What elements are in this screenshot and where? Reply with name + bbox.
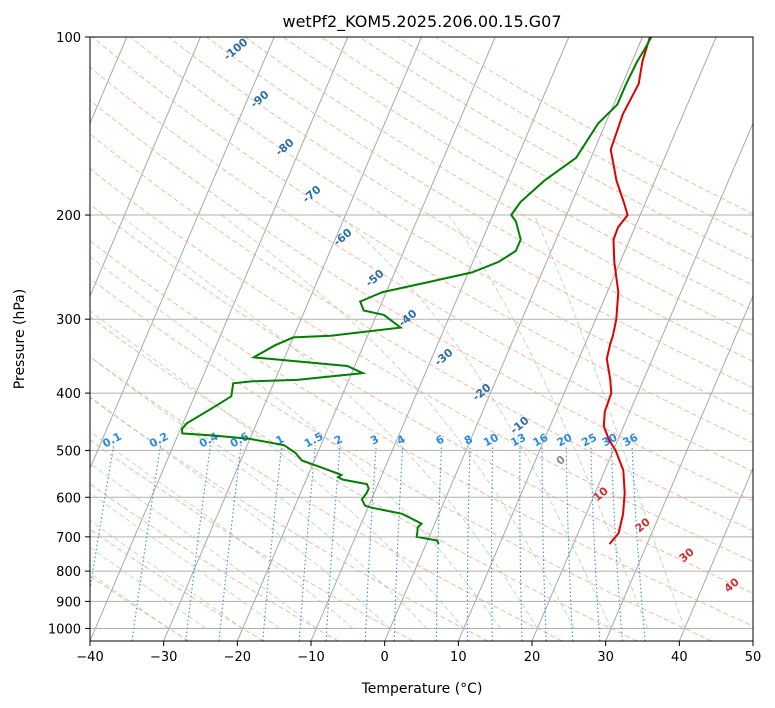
y-tick-label: 300 (56, 313, 81, 328)
y-axis: 100 200 300 400 500 600 700 800 900 1000 (48, 31, 90, 637)
isotherm-line (605, 294, 753, 641)
mixing-ratio-line (631, 445, 646, 641)
mixing-ratio-label: 20 (555, 431, 575, 450)
moist-adiabat-line (90, 462, 317, 629)
moist-adiabat-line (221, 214, 575, 629)
isotherm-line (90, 37, 349, 641)
isotherm-line (90, 37, 201, 298)
isotherm-line (531, 122, 753, 641)
moist-adiabat-line (448, 214, 649, 629)
x-tick-label: −30 (150, 650, 177, 665)
dry-adiabat-line (244, 37, 753, 336)
mixing-ratio-line (218, 445, 242, 641)
moist-adiabat-line (90, 255, 501, 629)
moist-adiabat-line (119, 214, 538, 629)
dry-adiabat-line (90, 528, 264, 641)
x-tick-label: −10 (297, 650, 324, 665)
dewpoint-profile-line (180, 37, 653, 545)
dry-adiabat-line (90, 316, 638, 641)
dry-adiabat-line (130, 37, 753, 416)
moist-adiabat-line (533, 214, 686, 629)
dry-adiabat-line (90, 240, 753, 627)
dry-adiabat-line (206, 37, 753, 362)
mixing-ratio-label: 25 (579, 431, 599, 450)
mixing-ratio-label: 36 (621, 431, 641, 450)
x-tick-label: 40 (671, 650, 688, 665)
dry-adiabat-line (90, 356, 563, 641)
moist-adiabat-line (90, 356, 428, 629)
x-tick-label: 50 (745, 650, 762, 665)
dry-adiabat-line (90, 66, 753, 472)
dry-adiabat-line (90, 203, 753, 594)
moist-adiabat-line (90, 492, 280, 629)
y-tick-label: 400 (56, 387, 81, 402)
y-tick-label: 500 (56, 444, 81, 459)
isotherm-line (752, 639, 753, 641)
moist-adiabat-line (90, 546, 207, 629)
moist-adiabat-line (90, 572, 170, 629)
mixing-ratio-label: 10 (481, 431, 501, 450)
moist-adiabat-line (338, 214, 612, 629)
y-tick-label: 700 (56, 531, 81, 546)
x-tick-label: −40 (76, 650, 103, 665)
x-tick-label: −20 (224, 650, 251, 665)
x-tick-label: 30 (597, 650, 614, 665)
dry-adiabat-line (90, 439, 414, 641)
x-axis: −40 −30 −20 −10 0 10 20 30 40 50 (76, 641, 761, 665)
y-tick-label: 100 (56, 31, 81, 46)
y-tick-label: 600 (56, 491, 81, 506)
y-tick-label: 900 (56, 595, 81, 610)
isotherm-line (163, 37, 422, 641)
temperature-profile-line (602, 37, 651, 545)
moist-adiabat-line (90, 310, 465, 629)
dry-adiabat-line (90, 168, 753, 563)
moist-adiabat-line (90, 395, 391, 629)
mixing-ratio-label: 16 (531, 431, 551, 450)
plot-frame (89, 36, 754, 642)
y-tick-label: 800 (56, 565, 81, 580)
x-axis-label: Temperature (°C) (361, 681, 483, 697)
plot-background (90, 37, 753, 641)
x-tick-label: 20 (524, 650, 541, 665)
mixing-ratio-line (90, 445, 115, 593)
dry-adiabat-line (90, 483, 339, 641)
isotherm-line (457, 37, 717, 641)
dry-adiabat-line (90, 99, 753, 502)
isotherm-line (90, 37, 275, 470)
y-tick-label: 200 (56, 209, 81, 224)
x-tick-label: 10 (450, 650, 467, 665)
isotherm-line (678, 467, 753, 641)
y-axis-label: Pressure (hPa) (12, 289, 28, 389)
dry-adiabat-line (90, 397, 488, 641)
dry-adiabat-line (168, 37, 753, 389)
y-tick-label: 1000 (48, 622, 81, 637)
isotherm-line (236, 37, 496, 641)
dry-adiabat-line (90, 133, 753, 532)
profile-series (180, 37, 653, 545)
mixing-ratio-line (131, 445, 162, 641)
moist-adiabat-line (90, 431, 354, 629)
dry-adiabat-line (90, 277, 712, 641)
mixing-ratio-label: 13 (509, 431, 529, 450)
background-lines (90, 37, 753, 641)
isotherm-line (384, 37, 643, 641)
mixing-ratio-line (185, 445, 211, 641)
chart-title: wetPf2_KOM5.2025.206.00.15.G07 (282, 12, 561, 32)
mixing-ratio-line (262, 445, 283, 641)
x-tick-label: 0 (381, 650, 389, 665)
